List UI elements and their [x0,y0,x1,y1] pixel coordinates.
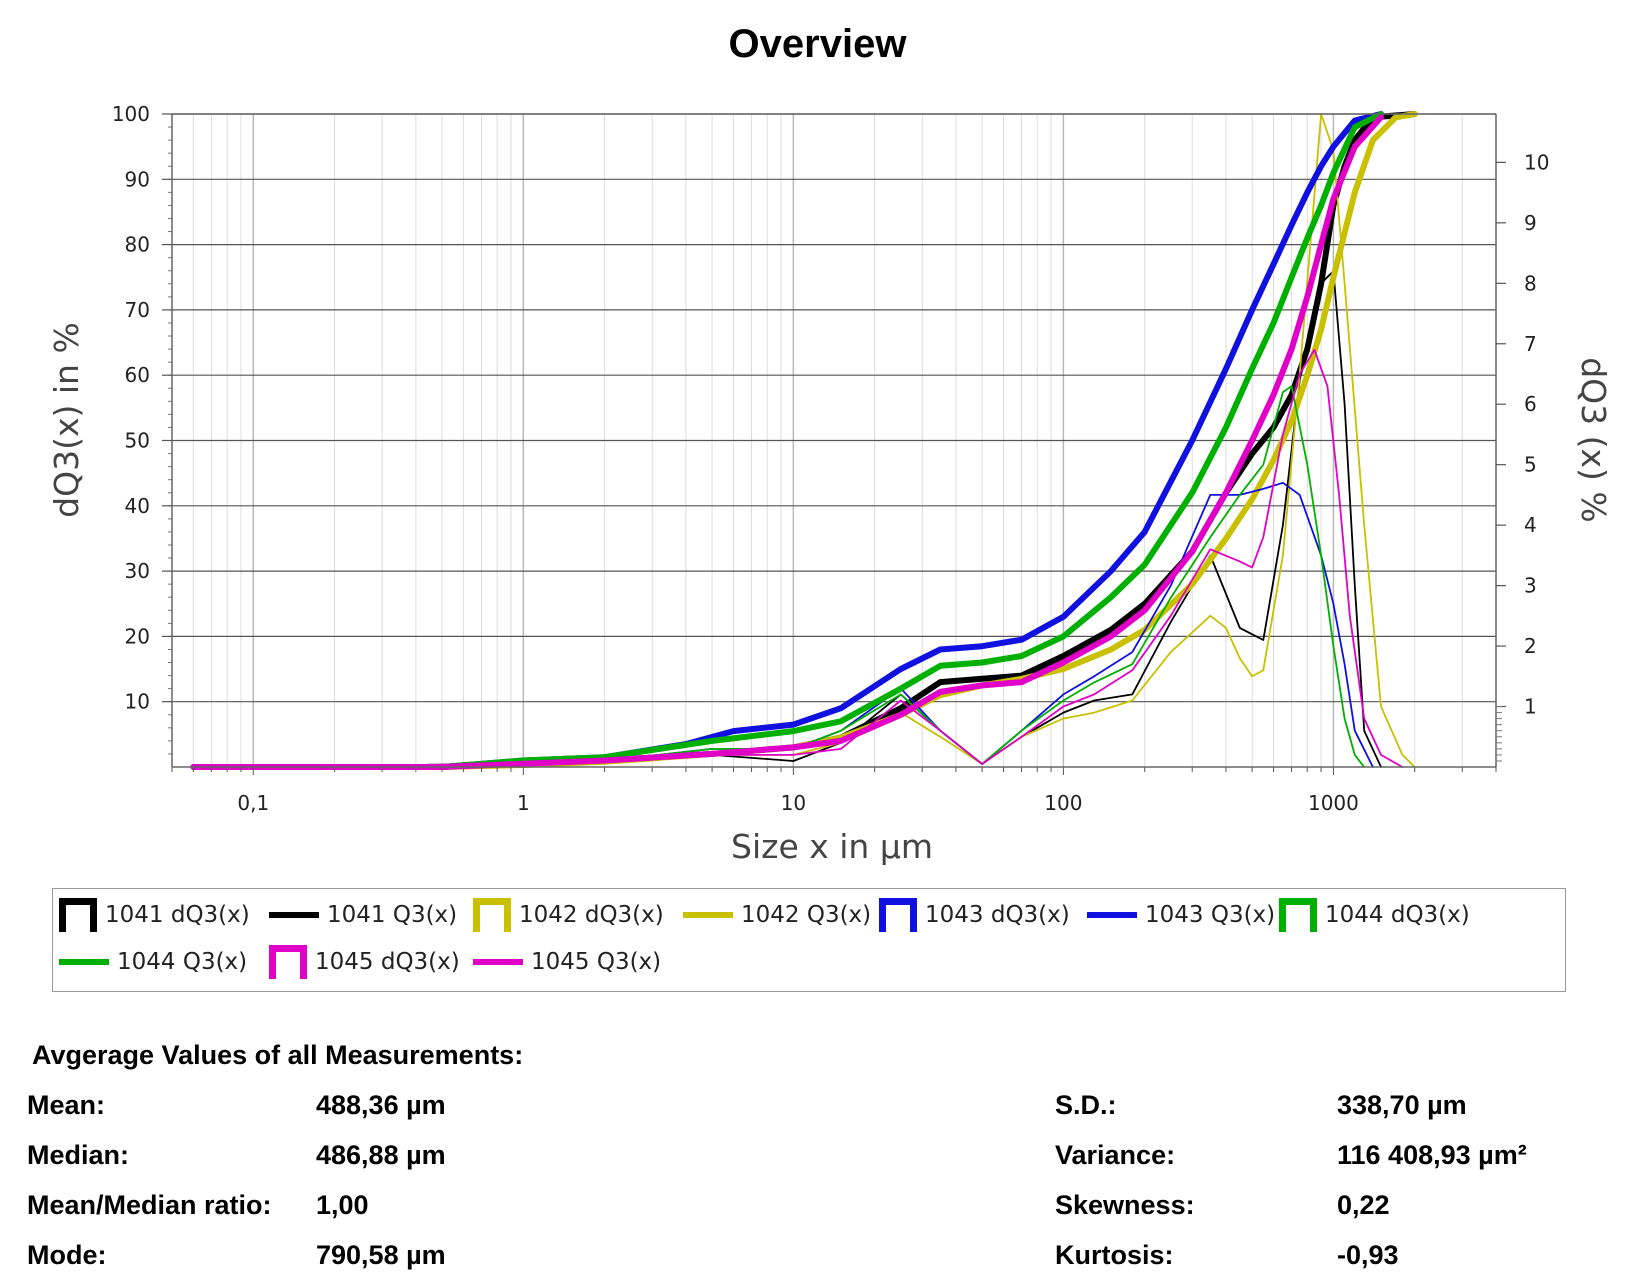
legend-item: 1044 Q3(x) [59,940,247,984]
legend-line-symbol [59,959,109,965]
legend-label: 1045 dQ3(x) [315,949,460,975]
legend-label: 1044 dQ3(x) [1325,902,1470,928]
x-tick-label: 1 [517,791,530,815]
legend-box-symbol [1279,898,1317,932]
y-tick-label: 20 [125,624,150,648]
sd-value: 338,70 µm [1337,1090,1467,1120]
median-label: Median: [27,1140,130,1170]
skewness-value: 0,22 [1337,1190,1390,1220]
y-axis-title: dQ3(x) in % [47,322,86,518]
legend-line-symbol [1087,912,1137,918]
legend-box-symbol [59,898,97,932]
y-tick-label: 100 [112,102,150,126]
chart-svg: 10 20 30 40 50 60 70 80 90 100 1 2 3 4 5 6 7 8 9 10 0,1 1 10 10… [47,102,1613,866]
y-tick-label: 60 [125,363,150,387]
median-value: 486,88 µm [316,1140,446,1170]
mode-label: Mode: [27,1240,107,1270]
legend-label: 1042 dQ3(x) [519,902,664,928]
x-tick-label: 10 [781,791,806,815]
series-line-1042-dq3-x- [192,113,1416,768]
legend-box-symbol [269,945,307,979]
mean-label: Mean: [27,1090,106,1120]
y2-tick-label: 3 [1524,574,1537,598]
legend-item: 1044 dQ3(x) [1279,893,1470,937]
axes-layer: 10 20 30 40 50 60 70 80 90 100 1 2 3 4 5 6 7 8 9 10 0,1 1 10 10… [112,102,1550,815]
legend-label: 1043 dQ3(x) [925,902,1070,928]
statistics-panel: Avgerage Values of all Measurements: Mea… [0,1030,1635,1280]
legend-item: 1043 Q3(x) [1087,893,1275,937]
variance-label: Variance: [1055,1140,1176,1170]
series-line-1045-q3-x- [190,114,1384,770]
y2-tick-label: 9 [1524,211,1537,235]
y-tick-label: 70 [125,298,150,322]
legend-item: 1045 dQ3(x) [269,940,460,984]
y2-tick-label: 8 [1524,271,1537,295]
y2-tick-label: 10 [1524,150,1549,174]
legend-line-symbol [473,959,523,965]
y2-axis-title: dQ3 (x) % [1574,357,1613,523]
y-tick-label: 40 [125,494,150,518]
legend-item: 1042 dQ3(x) [473,893,664,937]
kurtosis-label: Kurtosis: [1055,1240,1174,1270]
ratio-label: Mean/Median ratio: [27,1190,272,1220]
y-tick-label: 50 [125,429,150,453]
mean-value: 488,36 µm [316,1090,446,1120]
legend-item: 1041 dQ3(x) [59,893,250,937]
legend-label: 1041 Q3(x) [327,902,458,928]
y2-tick-label: 4 [1524,513,1537,537]
x-tick-label: 100 [1044,791,1082,815]
legend: 1041 dQ3(x) 1041 Q3(x) 1042 dQ3(x) 1042 Q3(… [52,888,1566,992]
ratio-value: 1,00 [316,1190,369,1220]
variance-value: 116 408,93 µm² [1337,1140,1527,1170]
series-line-1044-q3-x- [190,111,1384,770]
legend-line-symbol [269,912,319,918]
x-axis-title: Size x in µm [731,827,933,866]
x-tick-label: 0,1 [237,791,269,815]
y2-tick-label: 6 [1524,392,1537,416]
stats-heading: Avgerage Values of all Measurements: [32,1040,524,1070]
x-tick-label: 1000 [1308,791,1359,815]
legend-label: 1043 Q3(x) [1145,902,1276,928]
legend-label: 1041 dQ3(x) [105,902,250,928]
legend-item: 1042 Q3(x) [683,893,871,937]
legend-item: 1041 Q3(x) [269,893,457,937]
legend-label: 1042 Q3(x) [741,902,872,928]
y-tick-label: 30 [125,559,150,583]
kurtosis-value: -0,93 [1337,1240,1399,1270]
y-tick-label: 90 [125,167,150,191]
mode-value: 790,58 µm [316,1240,446,1270]
y2-tick-label: 5 [1524,453,1537,477]
series-line-1041-dq3-x- [192,270,1382,768]
series-line-1045-dq3-x- [192,348,1404,768]
legend-label: 1044 Q3(x) [117,949,248,975]
legend-box-symbol [473,898,511,932]
chart-title: Overview [728,22,907,66]
y-tick-label: 80 [125,233,150,257]
legend-item: 1043 dQ3(x) [879,893,1070,937]
series-layer [190,111,1418,770]
legend-box-symbol [879,898,917,932]
legend-line-symbol [683,912,733,918]
sd-label: S.D.: [1055,1090,1117,1120]
y2-tick-label: 1 [1524,695,1537,719]
skewness-label: Skewness: [1055,1190,1195,1220]
y-tick-label: 10 [125,690,150,714]
y2-tick-label: 2 [1524,634,1537,658]
legend-label: 1045 Q3(x) [531,949,662,975]
y2-tick-label: 7 [1524,332,1537,356]
grid-layer [171,113,1497,767]
legend-item: 1045 Q3(x) [473,940,661,984]
